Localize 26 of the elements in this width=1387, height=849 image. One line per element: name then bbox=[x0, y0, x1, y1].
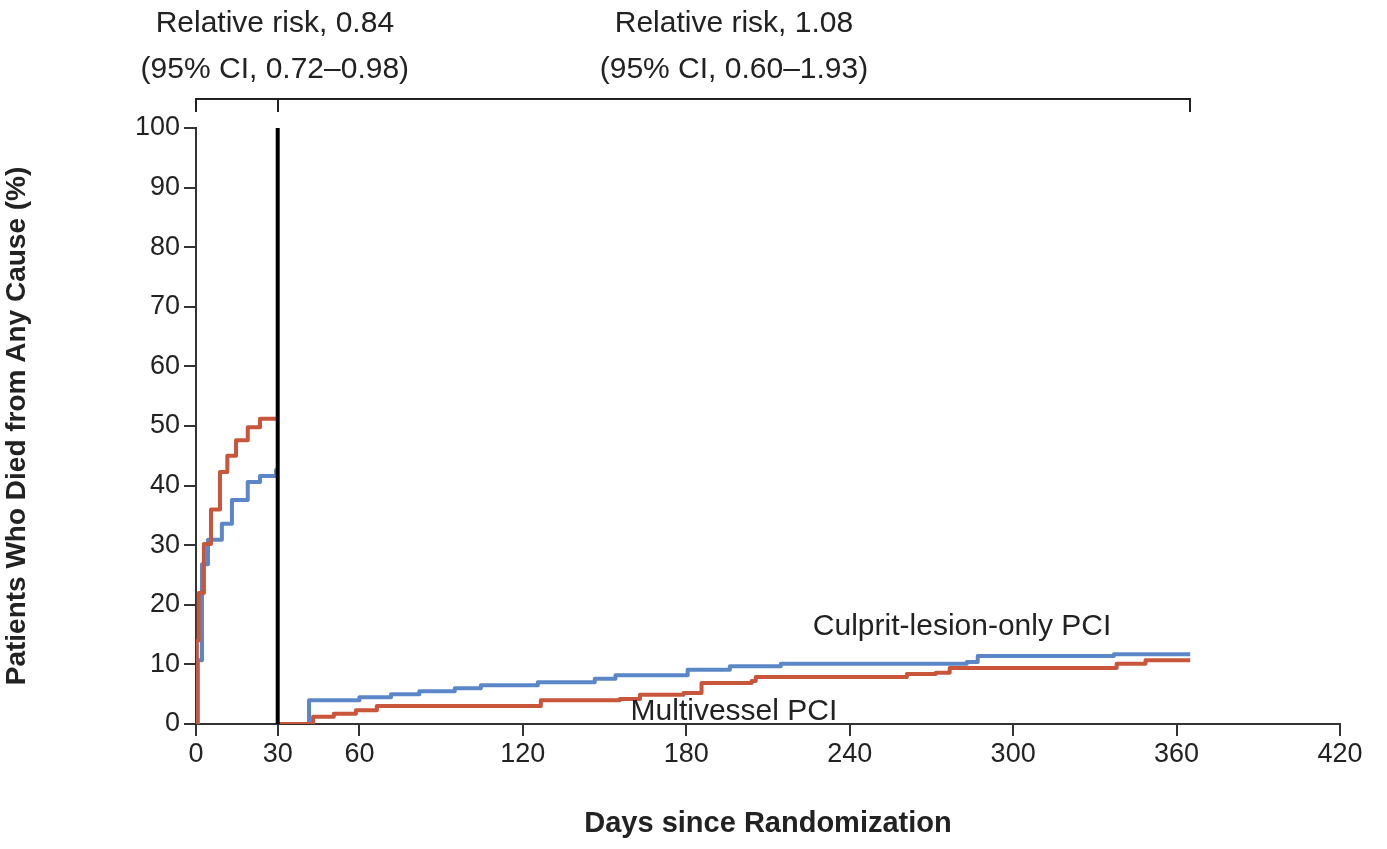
y-tick-label: 100 bbox=[134, 111, 180, 142]
x-axis-title: Days since Randomization bbox=[584, 805, 952, 838]
x-tick-label: 300 bbox=[990, 737, 1036, 768]
y-tick-label: 70 bbox=[149, 290, 180, 321]
y-tick-label: 20 bbox=[149, 588, 180, 619]
x-tick-label: 180 bbox=[663, 737, 709, 768]
y-tick-label: 30 bbox=[149, 528, 180, 559]
y-tick-label: 60 bbox=[149, 349, 180, 380]
text: Relative risk, 1.08 (95% CI, 0.60–1.93) bbox=[599, 5, 869, 85]
y-tick-label: 40 bbox=[149, 469, 180, 500]
x-tick-label: 240 bbox=[827, 737, 873, 768]
y-tick-label: 50 bbox=[149, 409, 180, 440]
x-tick-label: 360 bbox=[1154, 737, 1200, 768]
x-tick-label: 30 bbox=[262, 737, 293, 768]
x-tick-label: 420 bbox=[1317, 737, 1363, 768]
series-label: Culprit-lesion-only PCI bbox=[812, 608, 1112, 642]
y-axis-title: Patients Who Died from Any Cause (%) bbox=[0, 166, 31, 686]
series-label: Multivessel PCI bbox=[630, 693, 838, 727]
y-tick-label: 80 bbox=[149, 230, 180, 261]
y-tick-label: 10 bbox=[149, 647, 180, 678]
y-tick-label: 0 bbox=[164, 707, 180, 738]
x-tick-label: 60 bbox=[344, 737, 375, 768]
x-tick-label: 0 bbox=[188, 737, 204, 768]
text: Relative risk, 0.84 (95% CI, 0.72–0.98) bbox=[140, 5, 410, 85]
y-tick-label: 90 bbox=[149, 171, 180, 202]
x-tick-label: 120 bbox=[500, 737, 546, 768]
